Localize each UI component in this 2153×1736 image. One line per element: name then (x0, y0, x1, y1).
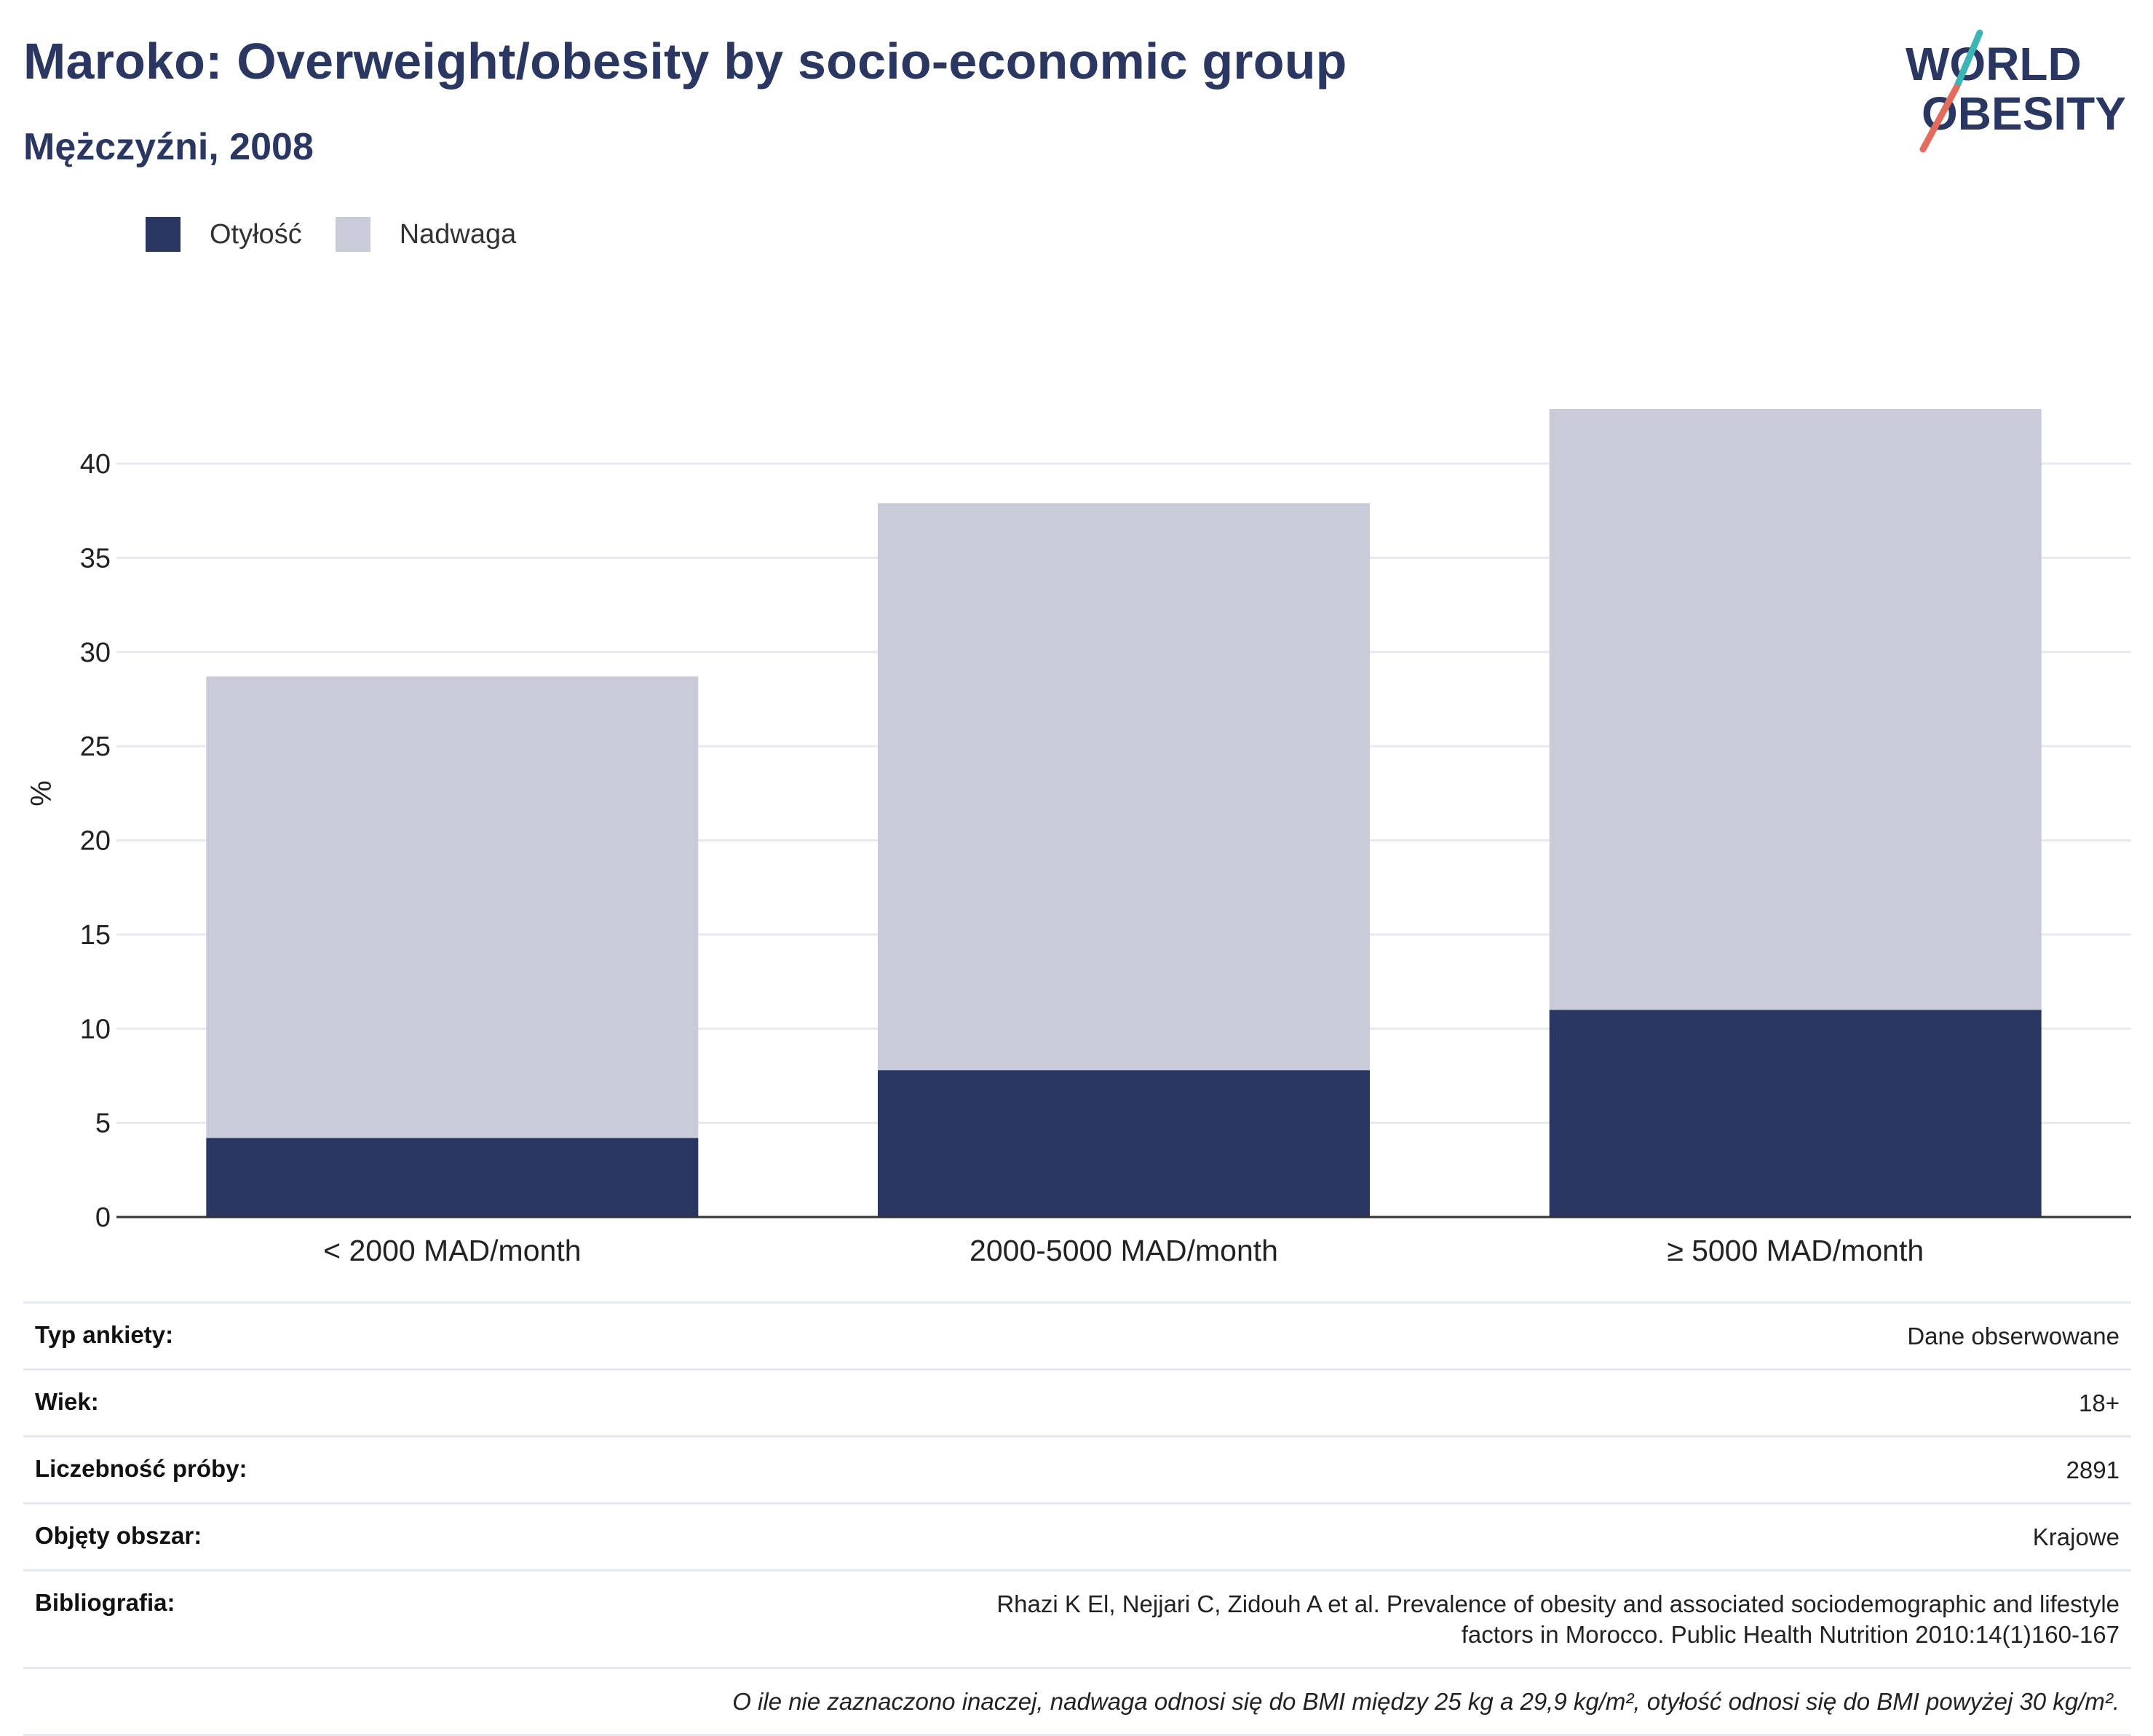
info-value: 2891 (411, 1435, 2131, 1504)
bar-overweight-2[interactable] (1549, 408, 2042, 1010)
bar-obesity-2[interactable] (1549, 1010, 2042, 1217)
footnote-row: O ile nie zaznaczono inaczej, nadwaga od… (23, 1667, 2131, 1736)
stacked-bar-chart: 0 5 10 15 20 25 30 35 40 < 2000 MAD/month 2000-500… (25, 408, 2131, 1267)
logo-text-world: WORLD (1906, 38, 2082, 90)
y-tick-label: 10 (80, 1014, 111, 1045)
bar-obesity-1[interactable] (878, 1070, 1370, 1217)
page-subtitle: Mężczyźni, 2008 (23, 126, 314, 168)
y-tick-label: 35 (80, 543, 111, 574)
info-value: 18+ (411, 1368, 2131, 1437)
y-tick-label: 0 (95, 1202, 111, 1233)
info-label: Objęty obszar: (23, 1502, 411, 1571)
logo-text-obesity: OBESITY (1922, 87, 2126, 140)
chart-legend: Otyłość Nadwaga (146, 217, 550, 252)
y-tick-label: 15 (80, 920, 111, 951)
legend-swatch-obesity (146, 217, 181, 252)
y-tick-label: 25 (80, 732, 111, 762)
bars (206, 408, 2042, 1217)
info-label: Liczebność próby: (23, 1435, 411, 1504)
y-tick-label: 20 (80, 826, 111, 857)
x-tick-label: ≥ 5000 MAD/month (1667, 1234, 1924, 1267)
logo-slash-teal (1953, 29, 1983, 91)
info-value: Dane obserwowane (411, 1301, 2131, 1370)
y-axis-label: % (25, 780, 58, 806)
world-obesity-logo: WORLD OBESITY (1906, 29, 2126, 153)
info-label: Wiek: (23, 1368, 411, 1437)
x-tick-label: 2000-5000 MAD/month (970, 1234, 1278, 1267)
footnote: O ile nie zaznaczono inaczej, nadwaga od… (23, 1667, 2131, 1736)
info-label: Typ ankiety: (23, 1301, 411, 1370)
info-row: Objęty obszar: Krajowe (23, 1502, 2131, 1571)
y-tick-label: 5 (95, 1109, 111, 1139)
info-value: Rhazi K El, Nejjari C, Zidouh A et al. P… (411, 1569, 2131, 1668)
legend-label-overweight: Nadwaga (399, 218, 517, 250)
bar-overweight-1[interactable] (878, 503, 1370, 1071)
axes: 0 5 10 15 20 25 30 35 40 < 2000 MAD/month 2000-500… (80, 449, 2131, 1267)
info-row: Liczebność próby: 2891 (23, 1435, 2131, 1504)
y-tick-label: 40 (80, 449, 111, 480)
info-label: Bibliografia: (23, 1569, 411, 1668)
bar-overweight-0[interactable] (206, 676, 699, 1138)
legend-item-overweight[interactable]: Nadwaga (335, 217, 517, 252)
bar-obesity-0[interactable] (206, 1138, 699, 1217)
legend-label-obesity: Otyłość (210, 218, 302, 250)
x-tick-label: < 2000 MAD/month (323, 1234, 581, 1267)
survey-info-table: Typ ankiety: Dane obserwowane Wiek: 18+ Licz… (23, 1301, 2131, 1736)
legend-item-obesity[interactable]: Otyłość (146, 217, 302, 252)
info-row: Typ ankiety: Dane obserwowane (23, 1301, 2131, 1370)
page-title: Maroko: Overweight/obesity by socio-econ… (23, 33, 1347, 90)
legend-swatch-overweight (335, 217, 370, 252)
info-row: Bibliografia: Rhazi K El, Nejjari C, Zido… (23, 1569, 2131, 1668)
info-row: Wiek: 18+ (23, 1368, 2131, 1437)
info-value: Krajowe (411, 1502, 2131, 1571)
logo-slash-coral (1919, 84, 1960, 153)
y-tick-label: 30 (80, 638, 111, 668)
